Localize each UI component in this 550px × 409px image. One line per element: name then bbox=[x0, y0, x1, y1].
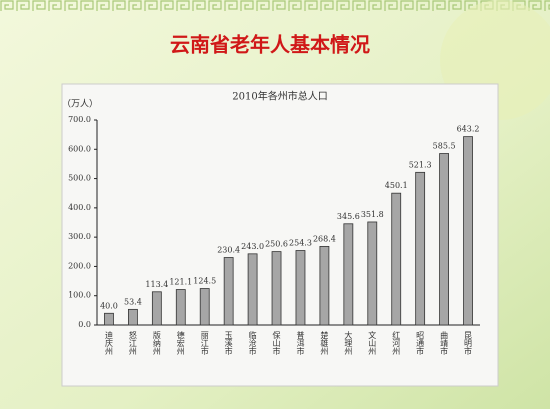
value-label: 40.0 bbox=[100, 301, 118, 310]
bar bbox=[247, 253, 258, 326]
y-tick-label: 0.0 bbox=[78, 320, 91, 329]
x-tick-label: 昭通市 bbox=[416, 331, 425, 356]
y-tick-label: 400.0 bbox=[68, 203, 91, 212]
y-tick-label: 100.0 bbox=[68, 291, 91, 300]
bar bbox=[128, 308, 138, 326]
bar bbox=[367, 221, 378, 326]
bar bbox=[319, 245, 330, 326]
y-tick-label: 600.0 bbox=[68, 144, 91, 153]
x-tick-label: 迪庆州 bbox=[104, 330, 113, 355]
x-tick-label: 玉溪市 bbox=[224, 331, 233, 356]
value-label: 643.2 bbox=[457, 125, 480, 134]
x-tick-label: 临沧市 bbox=[248, 330, 257, 356]
value-label: 450.1 bbox=[385, 181, 408, 190]
chart: 2010年各州市总人口 （万人） bbox=[62, 90, 328, 110]
chart-paper bbox=[61, 83, 499, 387]
y-tick-label: 300.0 bbox=[68, 232, 91, 241]
value-label: 585.5 bbox=[433, 142, 456, 151]
bar bbox=[391, 192, 402, 326]
x-tick-label: 怒江州 bbox=[128, 330, 137, 355]
value-label: 124.5 bbox=[193, 277, 216, 286]
value-label: 351.8 bbox=[361, 210, 384, 219]
value-label: 113.4 bbox=[145, 280, 168, 289]
y-tick-label: 500.0 bbox=[68, 174, 91, 183]
y-tick-label: 700.0 bbox=[68, 115, 91, 124]
border-pattern bbox=[0, 0, 550, 12]
y-tick-label: 200.0 bbox=[68, 261, 91, 270]
bar bbox=[104, 312, 114, 326]
value-label: 521.3 bbox=[409, 160, 432, 169]
value-label: 254.3 bbox=[289, 239, 312, 248]
bar bbox=[463, 136, 473, 326]
x-tick-label: 丽江市 bbox=[200, 331, 209, 356]
x-tick-label: 曲靖市 bbox=[440, 330, 449, 356]
x-tick-label: 保山市 bbox=[272, 330, 281, 356]
bar bbox=[295, 250, 306, 326]
bar bbox=[199, 288, 210, 326]
value-label: 345.6 bbox=[337, 212, 360, 221]
value-label: 230.4 bbox=[217, 246, 240, 255]
value-label: 250.6 bbox=[265, 240, 288, 249]
x-tick-label: 德宏州 bbox=[176, 330, 185, 355]
value-label: 243.0 bbox=[241, 242, 264, 251]
bar bbox=[151, 291, 162, 326]
x-tick-label: 文山州 bbox=[368, 330, 377, 355]
x-tick-label: 大理州 bbox=[344, 330, 353, 355]
bar bbox=[223, 257, 234, 326]
bar bbox=[271, 251, 282, 326]
bar bbox=[343, 223, 354, 326]
y-axis-label: （万人） bbox=[62, 99, 98, 110]
bar bbox=[415, 171, 426, 326]
x-tick-label: 楚雄州 bbox=[320, 330, 329, 355]
chart-title: 2010年各州市总人口 bbox=[232, 90, 327, 103]
x-tick-label: 红河州 bbox=[392, 330, 401, 355]
bar bbox=[175, 289, 186, 326]
x-tick-label: 普洱市 bbox=[296, 330, 305, 356]
x-tick-label: 版纳州 bbox=[152, 330, 161, 355]
slide-title: 云南省老年人基本情况 bbox=[170, 33, 370, 57]
x-tick-label: 昆明市 bbox=[464, 331, 473, 356]
value-label: 53.4 bbox=[124, 297, 142, 306]
bar bbox=[439, 153, 449, 326]
value-label: 268.4 bbox=[313, 234, 336, 243]
value-label: 121.1 bbox=[169, 278, 192, 287]
